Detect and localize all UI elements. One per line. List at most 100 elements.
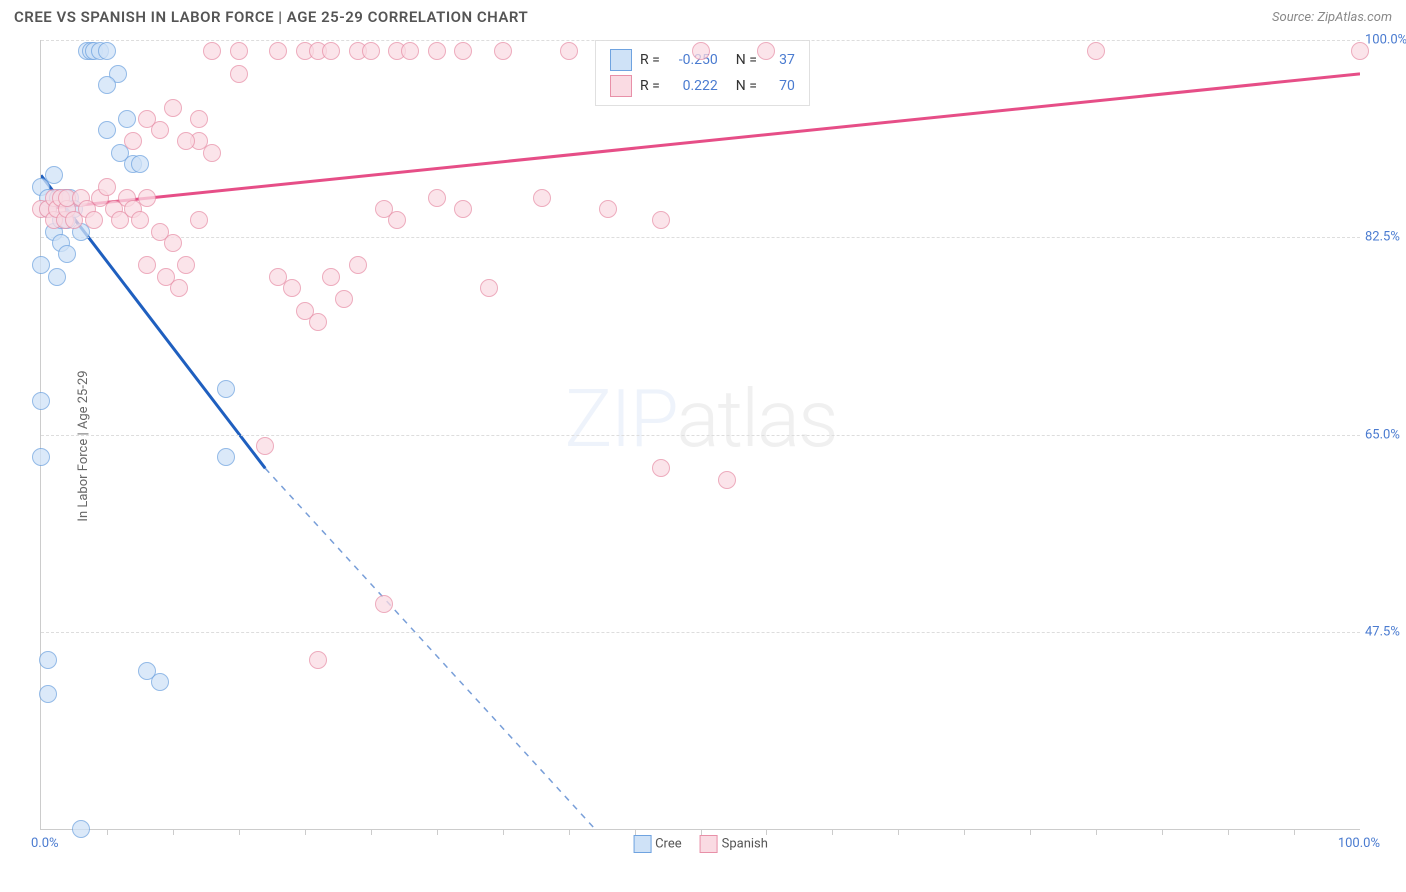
data-point — [32, 392, 50, 410]
data-point — [375, 595, 393, 613]
data-point — [454, 200, 472, 218]
x-tick — [1096, 829, 1097, 835]
data-point — [131, 155, 149, 173]
data-point — [203, 42, 221, 60]
data-point — [692, 42, 710, 60]
data-point — [190, 110, 208, 128]
data-point — [203, 144, 221, 162]
data-point — [533, 189, 551, 207]
watermark-atlas: atlas — [677, 372, 837, 466]
data-point — [428, 42, 446, 60]
legend-item-spanish: Spanish — [700, 835, 768, 853]
x-tick — [1162, 829, 1163, 835]
data-point — [164, 99, 182, 117]
x-tick — [832, 829, 833, 835]
x-tick — [173, 829, 174, 835]
data-point — [335, 290, 353, 308]
data-point — [98, 42, 116, 60]
x-tick — [766, 829, 767, 835]
y-tick-label: 100.0% — [1365, 33, 1406, 48]
data-point — [170, 279, 188, 297]
data-point — [560, 42, 578, 60]
data-point — [58, 245, 76, 263]
data-point — [39, 685, 57, 703]
y-tick-label: 65.0% — [1365, 427, 1406, 442]
x-tick — [964, 829, 965, 835]
x-tick — [1030, 829, 1031, 835]
data-point — [480, 279, 498, 297]
x-tick — [503, 829, 504, 835]
n-value: 70 — [765, 78, 795, 94]
data-point — [428, 189, 446, 207]
y-tick-label: 47.5% — [1365, 624, 1406, 639]
data-point — [1351, 42, 1369, 60]
gridline — [41, 435, 1360, 436]
x-tick — [569, 829, 570, 835]
n-label: N = — [736, 78, 757, 94]
x-axis-min-label: 0.0% — [31, 836, 59, 851]
r-value: 0.222 — [668, 78, 718, 94]
data-point — [757, 42, 775, 60]
data-point — [388, 211, 406, 229]
n-label: N = — [736, 52, 757, 68]
x-axis-max-label: 100.0% — [1338, 836, 1380, 851]
x-tick — [1228, 829, 1229, 835]
legend-swatch — [610, 49, 632, 71]
watermark-zip: ZIP — [564, 372, 676, 466]
watermark: ZIPatlas — [564, 372, 836, 466]
x-tick — [239, 829, 240, 835]
data-point — [118, 110, 136, 128]
x-tick — [107, 829, 108, 835]
data-point — [48, 268, 66, 286]
data-point — [32, 256, 50, 274]
data-point — [151, 121, 169, 139]
x-tick — [305, 829, 306, 835]
data-point — [322, 268, 340, 286]
legend-label: Cree — [655, 836, 682, 851]
data-point — [283, 279, 301, 297]
scatter-chart: ZIPatlas R =-0.250N =37R =0.222N =70 0.0… — [40, 40, 1360, 830]
data-point — [217, 448, 235, 466]
r-label: R = — [640, 52, 660, 68]
legend-swatch-icon — [633, 835, 651, 853]
legend-label: Spanish — [722, 836, 768, 851]
y-tick-label: 82.5% — [1365, 230, 1406, 245]
r-label: R = — [640, 78, 660, 94]
data-point — [32, 448, 50, 466]
legend-swatch-icon — [700, 835, 718, 853]
data-point — [230, 42, 248, 60]
x-tick — [1294, 829, 1295, 835]
source-name: ZipAtlas.com — [1317, 10, 1392, 25]
data-point — [98, 76, 116, 94]
data-point — [230, 65, 248, 83]
data-point — [124, 132, 142, 150]
legend-item-cree: Cree — [633, 835, 682, 853]
data-point — [98, 178, 116, 196]
data-point — [72, 820, 90, 838]
legend-row-spanish: R = 0.222 N = 70 — [610, 73, 795, 99]
data-point — [401, 42, 419, 60]
x-tick — [437, 829, 438, 835]
source-prefix: Source: — [1272, 10, 1317, 25]
x-tick — [635, 829, 636, 835]
data-point — [217, 380, 235, 398]
chart-header: CREE VS SPANISH IN LABOR FORCE | AGE 25-… — [0, 0, 1406, 32]
source-attribution: Source: ZipAtlas.com — [1272, 10, 1392, 25]
trend-line-ext-cree — [265, 468, 595, 829]
data-point — [256, 437, 274, 455]
chart-title: CREE VS SPANISH IN LABOR FORCE | AGE 25-… — [14, 8, 528, 26]
data-point — [454, 42, 472, 60]
data-point — [177, 256, 195, 274]
gridline — [41, 632, 1360, 633]
data-point — [151, 673, 169, 691]
x-tick — [898, 829, 899, 835]
data-point — [309, 313, 327, 331]
data-point — [45, 166, 63, 184]
data-point — [98, 121, 116, 139]
data-point — [362, 42, 380, 60]
data-point — [131, 211, 149, 229]
data-point — [309, 651, 327, 669]
data-point — [652, 211, 670, 229]
data-point — [652, 459, 670, 477]
legend-swatch — [610, 75, 632, 97]
